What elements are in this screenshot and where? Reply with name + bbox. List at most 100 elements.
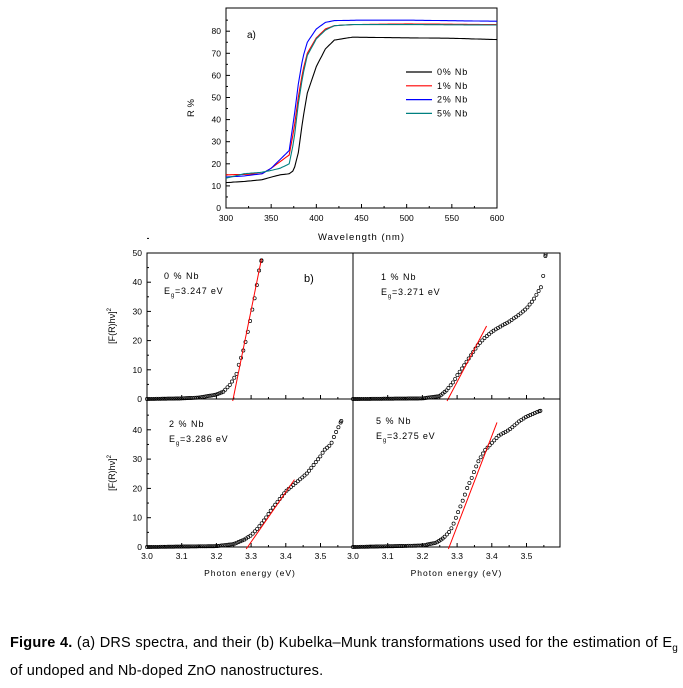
data-point [446, 386, 451, 390]
data-point [284, 488, 289, 493]
data-point [164, 544, 169, 549]
data-point [469, 475, 474, 480]
eg-value: =3.286 eV [180, 434, 229, 444]
y-axis-label: [F(R)hν]2 [107, 307, 117, 344]
y-tick-label: 10 [133, 513, 143, 523]
data-point [257, 524, 262, 529]
data-point [423, 542, 428, 547]
data-point [194, 544, 199, 549]
data-point [414, 543, 418, 548]
y-tick-label: 30 [212, 137, 222, 147]
data-point [487, 332, 491, 337]
y-tick-label: 40 [212, 115, 222, 125]
data-point [490, 440, 494, 445]
data-point [535, 410, 540, 415]
x-tick-label: 3.4 [280, 551, 292, 561]
data-point [211, 393, 216, 398]
data-point [474, 464, 479, 469]
data-point [150, 544, 155, 549]
x-tick-label: 3.1 [382, 551, 394, 561]
data-point [419, 543, 424, 548]
caption-label: Figure 4. [10, 635, 73, 651]
data-point [204, 394, 209, 399]
data-point [320, 450, 325, 455]
data-point [252, 296, 257, 301]
data-point [227, 382, 232, 387]
data-point [444, 388, 449, 393]
caption-eg-symbol: E [662, 635, 673, 651]
data-point [370, 544, 375, 549]
y-tick-label: 0 [216, 203, 221, 213]
y-axis-label: R % [186, 98, 197, 117]
data-point [313, 460, 318, 465]
data-point [206, 394, 211, 398]
data-point [356, 544, 361, 549]
y-tick-label: 50 [212, 93, 222, 103]
data-point [229, 542, 233, 547]
fit-line [232, 258, 263, 402]
plot-b-frame-3 [352, 398, 561, 548]
x-tick-label: 3.2 [210, 551, 222, 561]
band-gap-label: Eg=3.275 eV [376, 431, 435, 444]
data-point [236, 540, 241, 544]
data-point [209, 544, 214, 549]
data-point [179, 544, 184, 549]
data-point [379, 544, 384, 549]
data-point [406, 543, 411, 548]
data-point [240, 538, 245, 543]
data-point [318, 454, 323, 459]
data-point [331, 435, 336, 439]
figure-caption: Figure 4. (a) DRS spectra, and their (b)… [10, 632, 678, 682]
data-point [404, 543, 409, 548]
data-point [391, 544, 396, 549]
data-point [362, 544, 367, 549]
data-point [400, 544, 405, 548]
data-point [530, 412, 535, 417]
x-tick-label: 600 [490, 213, 504, 223]
panel-sample-label: 1 % Nb [381, 272, 417, 282]
y-tick-label: 30 [133, 306, 143, 316]
data-point [204, 544, 209, 549]
data-point [219, 390, 224, 395]
data-point [255, 526, 260, 531]
data-point [360, 544, 365, 549]
eg-symbol: E [169, 434, 176, 444]
data-point [162, 544, 167, 549]
data-point [177, 544, 182, 549]
band-gap-label: Eg=3.271 eV [381, 287, 440, 300]
data-point [481, 451, 485, 456]
data-point [364, 544, 369, 549]
data-point [309, 465, 314, 470]
data-point [417, 396, 422, 401]
caption-text-1: (a) DRS spectra, and their (b) Kubelka–M… [72, 635, 663, 651]
data-point [252, 529, 257, 534]
data-point [449, 526, 454, 531]
data-point [327, 443, 332, 448]
data-point [435, 394, 439, 399]
data-point [230, 542, 235, 547]
series-line-5nb [225, 24, 497, 179]
x-tick-label: 3.5 [521, 551, 533, 561]
legend-label: 1% Nb [437, 81, 468, 91]
fit-line [245, 479, 295, 550]
data-point [525, 305, 530, 310]
eg-sub: g [176, 441, 180, 447]
data-point [412, 543, 417, 548]
y-tick-label: 60 [212, 70, 222, 80]
data-point [232, 541, 237, 546]
data-point [248, 533, 253, 538]
data-point [436, 394, 441, 399]
series-line-2nb [225, 19, 498, 178]
data-point [198, 544, 203, 549]
data-point [192, 544, 197, 549]
x-axis-label: Wavelength (nm) [318, 232, 405, 243]
data-point [211, 544, 216, 549]
data-point [358, 544, 363, 549]
data-point [183, 396, 188, 401]
data-point [230, 379, 234, 384]
data-point [173, 544, 178, 549]
data-point [520, 309, 525, 314]
data-point [368, 544, 373, 549]
data-point [183, 544, 188, 549]
data-point [181, 396, 186, 401]
